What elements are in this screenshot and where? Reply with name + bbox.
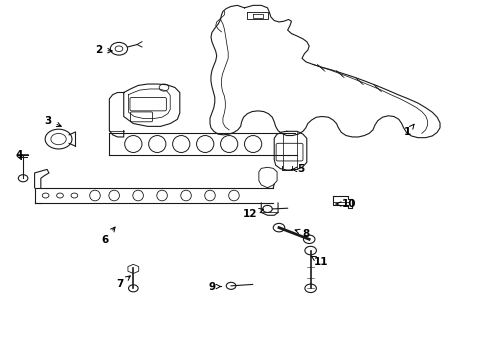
Text: 9: 9 [208, 282, 221, 292]
Text: 4: 4 [16, 150, 23, 160]
Text: 3: 3 [44, 116, 61, 127]
Text: 11: 11 [310, 256, 328, 267]
Text: 1: 1 [403, 124, 413, 138]
Text: 5: 5 [291, 165, 304, 174]
Text: 6: 6 [101, 227, 115, 245]
Text: 7: 7 [116, 276, 130, 289]
Text: 2: 2 [95, 45, 112, 55]
Text: 8: 8 [295, 229, 309, 239]
Text: 12: 12 [243, 208, 263, 219]
Text: 10: 10 [335, 199, 355, 209]
